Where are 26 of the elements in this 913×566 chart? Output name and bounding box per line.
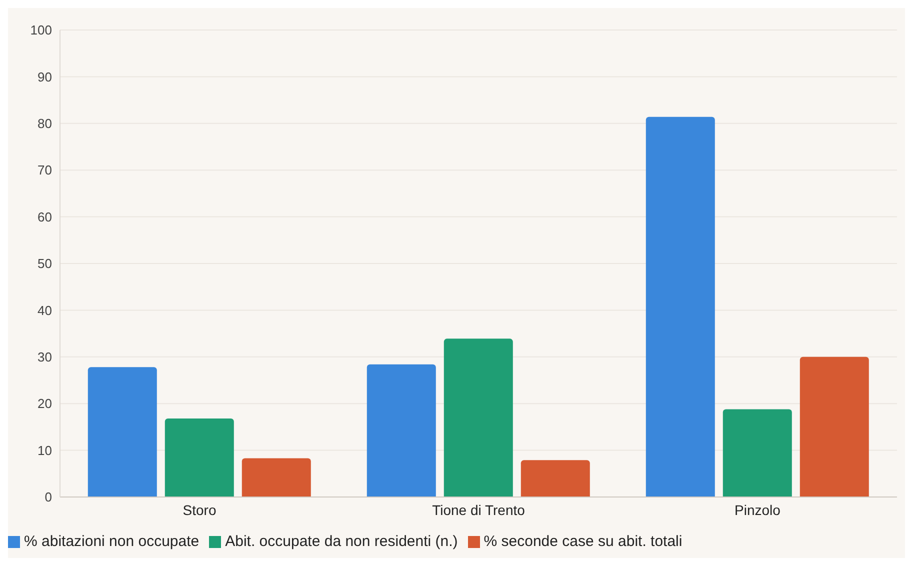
y-tick-label: 40 [38, 302, 52, 318]
y-tick-label: 100 [30, 22, 52, 38]
bar [366, 364, 436, 497]
y-tick-label: 90 [38, 69, 52, 84]
y-tick-label: 10 [38, 442, 52, 458]
bar [88, 367, 157, 497]
bar [444, 338, 513, 497]
y-tick-label: 80 [38, 116, 52, 132]
legend-label: % seconde case su abit. totali [484, 533, 682, 550]
bar [646, 116, 715, 497]
y-tick-label: 20 [38, 396, 52, 412]
bar [520, 460, 590, 497]
x-tick-label: Storo [182, 502, 216, 518]
y-tick-label: 70 [38, 162, 52, 178]
y-tick-label: 30 [38, 350, 52, 365]
y-tick-label: 60 [38, 209, 52, 224]
bar [722, 409, 792, 497]
bar [800, 356, 869, 497]
legend-label: Abit. occupate da non residenti (n.) [225, 533, 458, 550]
y-tick-label: 50 [38, 256, 52, 272]
bar [164, 418, 234, 497]
bar [242, 458, 311, 497]
x-tick-label: Tione di Trento [432, 502, 526, 518]
y-tick-label: 0 [44, 490, 52, 505]
x-tick-label: Pinzolo [734, 502, 781, 518]
legend-label: % abitazioni non occupate [24, 533, 200, 550]
